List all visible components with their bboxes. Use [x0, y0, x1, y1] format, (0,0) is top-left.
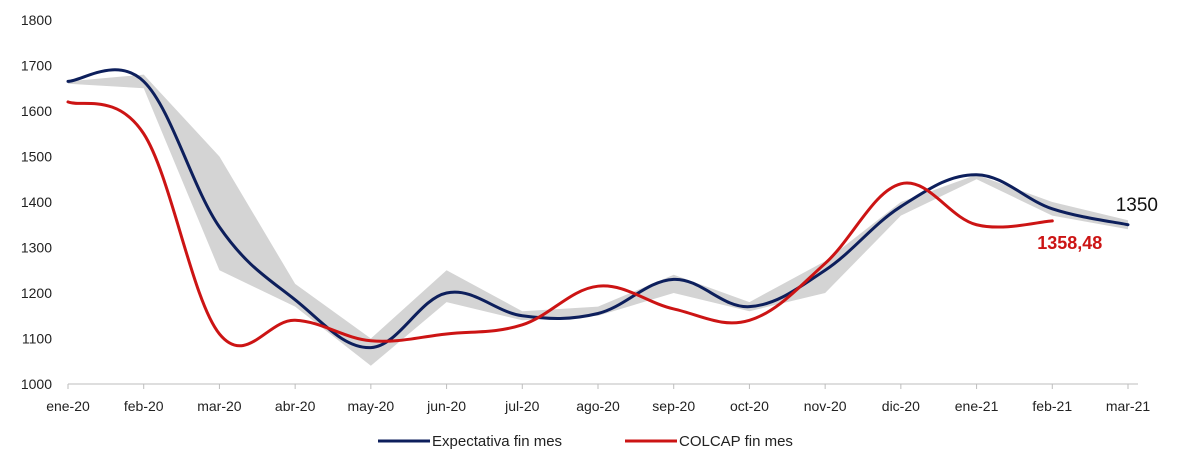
annotation-expectativa-last: 1350	[1116, 195, 1158, 216]
range-band	[68, 74, 1128, 366]
annotation-layer: 1350 1358,48	[1037, 195, 1158, 253]
x-tick-label: oct-20	[730, 398, 769, 414]
x-tick-label: dic-20	[882, 398, 920, 414]
x-tick-label: ene-20	[46, 398, 90, 414]
legend-item-colcap: COLCAP fin mes	[625, 433, 793, 450]
y-tick-label: 1000	[21, 376, 52, 392]
y-tick-label: 1200	[21, 285, 52, 301]
colcap-line	[66, 100, 1054, 348]
y-tick-label: 1800	[21, 12, 52, 28]
expectativa-line	[66, 68, 1130, 350]
x-tick-label: mar-21	[1106, 398, 1151, 414]
series-layer	[66, 68, 1130, 350]
x-tick-label: abr-20	[275, 398, 316, 414]
x-tick-label: ene-21	[955, 398, 999, 414]
x-tick-label: feb-21	[1032, 398, 1072, 414]
y-tick-label: 1400	[21, 194, 52, 210]
x-tick-label: ago-20	[576, 398, 620, 414]
x-tick-label: jun-20	[426, 398, 466, 414]
x-tick-label: mar-20	[197, 398, 242, 414]
x-tick-label: nov-20	[804, 398, 847, 414]
legend-label: Expectativa fin mes	[432, 433, 562, 450]
x-tick-label: sep-20	[652, 398, 695, 414]
x-tick-label: jul-20	[504, 398, 539, 414]
y-tick-label: 1600	[21, 103, 52, 119]
x-tick-label: feb-20	[124, 398, 164, 414]
y-tick-label: 1700	[21, 58, 52, 74]
x-tick-label: may-20	[348, 398, 395, 414]
axes-group: 1000 1100 1200 1300 1400 1500 1600 1700 1800 ene-…	[21, 12, 1151, 414]
y-tick-label: 1500	[21, 149, 52, 165]
y-tick-label: 1100	[22, 331, 52, 347]
legend: Expectativa fin mes COLCAP fin mes	[378, 433, 793, 450]
annotation-colcap-last: 1358,48	[1037, 233, 1102, 253]
y-tick-label: 1300	[21, 240, 52, 256]
legend-label: COLCAP fin mes	[679, 433, 793, 450]
band-layer	[68, 74, 1128, 366]
legend-item-expectativa: Expectativa fin mes	[378, 433, 562, 450]
